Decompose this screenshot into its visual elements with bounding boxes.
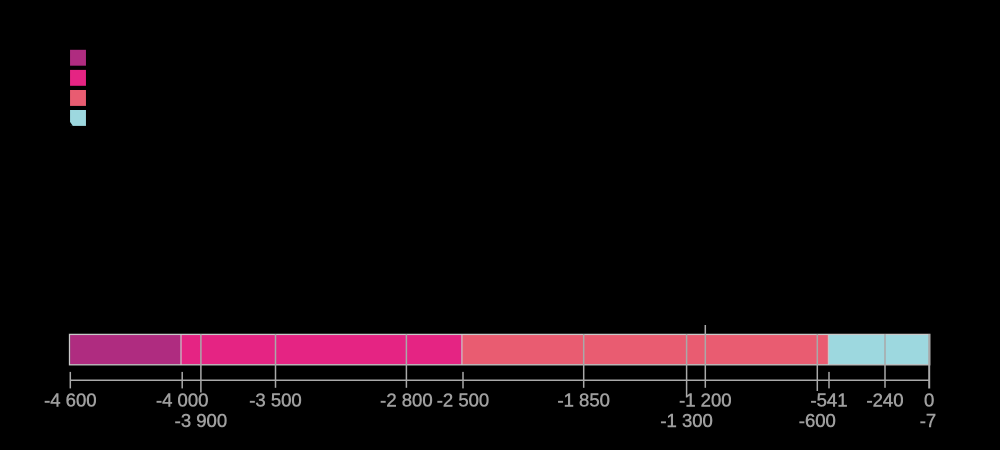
- svg-text:-1 850: -1 850: [557, 390, 609, 411]
- svg-text:-4 600: -4 600: [44, 390, 96, 411]
- svg-text:-7: -7: [920, 410, 936, 431]
- svg-text:-240: -240: [866, 390, 903, 411]
- svg-text:-3 500: -3 500: [249, 390, 301, 411]
- svg-text:-541: -541: [810, 390, 847, 411]
- svg-text:-2 500: -2 500: [437, 390, 489, 411]
- svg-text:0: 0: [924, 390, 934, 411]
- svg-text:-1 300: -1 300: [660, 410, 712, 431]
- svg-text:-1 200: -1 200: [679, 390, 731, 411]
- svg-text:-3 900: -3 900: [175, 410, 227, 431]
- svg-text:-2 800: -2 800: [380, 390, 432, 411]
- svg-text:-4 000: -4 000: [156, 390, 208, 411]
- svg-text:-600: -600: [799, 410, 836, 431]
